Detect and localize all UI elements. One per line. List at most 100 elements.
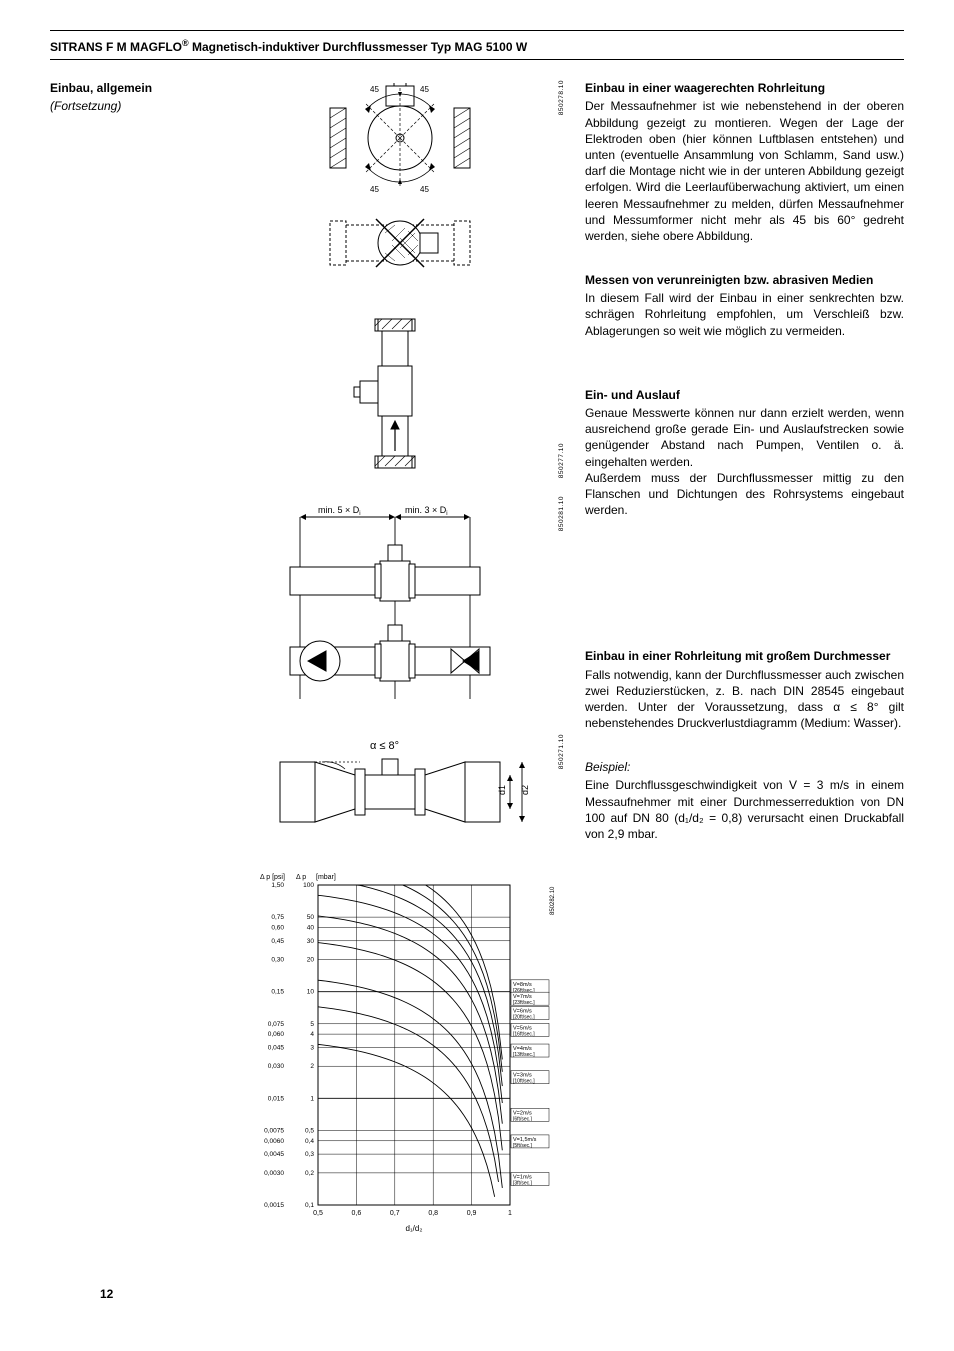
diagram-code: 850277.10 <box>558 443 567 478</box>
svg-text:0,2: 0,2 <box>305 1170 314 1177</box>
svg-text:[16ft/sec.]: [16ft/sec.] <box>513 1031 535 1037</box>
svg-text:[6ft/sec.]: [6ft/sec.] <box>513 1116 533 1122</box>
svg-text:[5ft/sec.]: [5ft/sec.] <box>513 1143 533 1149</box>
svg-text:1: 1 <box>310 1095 314 1102</box>
svg-text:Δ p [psi]: Δ p [psi] <box>260 874 285 881</box>
svg-text:1,50: 1,50 <box>271 882 284 889</box>
diagram-code: 850281.10 <box>558 496 567 531</box>
rule-bottom <box>50 59 904 60</box>
block-heading: Messen von verunreinigten bzw. abrasiven… <box>585 272 904 288</box>
d2-label: d2 <box>520 785 530 795</box>
left-column: Einbau, allgemein (Fortsetzung) <box>50 80 215 1242</box>
diagram-vertical-install: 850277.10 <box>235 308 565 478</box>
svg-text:0,7: 0,7 <box>390 1210 400 1217</box>
svg-text:0,4: 0,4 <box>305 1137 314 1144</box>
svg-text:[10ft/sec.]: [10ft/sec.] <box>513 1078 535 1084</box>
svg-text:0,3: 0,3 <box>305 1151 314 1158</box>
svg-text:2: 2 <box>310 1063 314 1070</box>
svg-text:0,15: 0,15 <box>271 988 284 995</box>
svg-text:Δ p: Δ p <box>296 874 306 881</box>
rule-top <box>50 30 904 31</box>
text-column: Einbau in einer waagerechten Rohrleitung… <box>585 80 904 1242</box>
diagram-inlet-outlet: 850281.10 min. 5 × Di min. 3 × Di <box>235 496 565 716</box>
svg-text:100: 100 <box>303 882 314 889</box>
svg-text:45: 45 <box>370 85 379 94</box>
block-heading: Einbau in einer waagerechten Rohrleitung <box>585 80 904 96</box>
block-heading: Ein- und Auslauf <box>585 387 904 403</box>
svg-text:10: 10 <box>307 988 315 995</box>
page-number: 12 <box>100 1286 113 1302</box>
header-title: SITRANS F M MAGFLO® Magnetisch-induktive… <box>50 35 904 59</box>
svg-text:5: 5 <box>310 1020 314 1027</box>
svg-text:0,060: 0,060 <box>268 1031 285 1038</box>
svg-text:min. 3 × Di: min. 3 × Di <box>405 505 448 517</box>
block-abrasive: Messen von verunreinigten bzw. abrasiven… <box>585 272 904 339</box>
registered-mark: ® <box>182 38 189 48</box>
svg-text:0,0015: 0,0015 <box>264 1202 284 1209</box>
svg-text:0,045: 0,045 <box>268 1044 285 1051</box>
svg-text:0,0030: 0,0030 <box>264 1170 284 1177</box>
section-heading: Einbau, allgemein <box>50 80 215 96</box>
svg-text:40: 40 <box>307 924 315 931</box>
svg-text:[23ft/sec.]: [23ft/sec.] <box>513 1000 535 1006</box>
inlet-label: min. 5 × D <box>318 505 360 515</box>
section-subheading: (Fortsetzung) <box>50 98 215 114</box>
svg-text:d₁/d₂: d₁/d₂ <box>406 1224 423 1233</box>
svg-text:0,60: 0,60 <box>271 924 284 931</box>
block-paragraph: Eine Durchflussgeschwindigkeit von V = 3… <box>585 777 904 842</box>
diagram-reducer: 850271.10 α ≤ 8° <box>235 734 565 844</box>
angle-label: 45 <box>420 85 429 94</box>
block-example: Beispiel: Eine Durchflussgeschwindigkeit… <box>585 759 904 842</box>
block-large-dia: Einbau in einer Rohrleitung mit großem D… <box>585 648 904 731</box>
block-paragraph: In diesem Fall wird der Einbau in einer … <box>585 290 904 339</box>
block-paragraph: Außerdem muss der Durchflussmesser mitti… <box>585 470 904 519</box>
svg-text:0,015: 0,015 <box>268 1095 285 1102</box>
block-paragraph: Falls notwendig, kann der Durchflussmess… <box>585 667 904 732</box>
block-paragraph: Genaue Messwerte können nur dann erzielt… <box>585 405 904 470</box>
svg-text:45: 45 <box>370 185 379 194</box>
diagram-code: 850278.10 <box>558 80 567 115</box>
alpha-label: α ≤ 8° <box>370 740 399 752</box>
svg-text:0,0060: 0,0060 <box>264 1137 284 1144</box>
diagram-code: 850271.10 <box>558 734 567 769</box>
svg-text:0,8: 0,8 <box>428 1210 438 1217</box>
svg-text:30: 30 <box>307 937 315 944</box>
svg-text:20: 20 <box>307 956 315 963</box>
svg-text:3: 3 <box>310 1044 314 1051</box>
svg-text:0,45: 0,45 <box>271 937 284 944</box>
svg-text:min. 5 × Di: min. 5 × Di <box>318 505 361 517</box>
svg-text:50: 50 <box>307 914 315 921</box>
svg-text:0,5: 0,5 <box>305 1127 314 1134</box>
d1-label: d1 <box>497 785 507 795</box>
svg-text:1: 1 <box>508 1210 512 1217</box>
svg-text:4: 4 <box>310 1031 314 1038</box>
svg-text:0,9: 0,9 <box>467 1210 477 1217</box>
page-header: SITRANS F M MAGFLO® Magnetisch-induktive… <box>50 30 904 60</box>
block-inlet-outlet: Ein- und Auslauf Genaue Messwerte können… <box>585 387 904 519</box>
block-paragraph: Der Messaufnehmer ist wie nebenstehend i… <box>585 98 904 244</box>
block-heading: Einbau in einer Rohrleitung mit großem D… <box>585 648 904 664</box>
svg-text:0,75: 0,75 <box>271 914 284 921</box>
outlet-label: min. 3 × D <box>405 505 447 515</box>
svg-text:[3ft/sec.]: [3ft/sec.] <box>513 1180 533 1186</box>
svg-text:[13ft/sec.]: [13ft/sec.] <box>513 1052 535 1058</box>
svg-text:0,1: 0,1 <box>305 1202 314 1209</box>
diagram-column: 850278.10 <box>235 80 565 1242</box>
svg-text:0,0075: 0,0075 <box>264 1127 284 1134</box>
svg-text:0,30: 0,30 <box>271 956 284 963</box>
svg-text:0,6: 0,6 <box>352 1210 362 1217</box>
svg-text:[20ft/sec.]: [20ft/sec.] <box>513 1014 535 1020</box>
svg-text:850282.10: 850282.10 <box>550 886 556 915</box>
diagram-horizontal-install: 850278.10 <box>235 80 565 290</box>
svg-text:45: 45 <box>420 185 429 194</box>
svg-text:0,5: 0,5 <box>313 1210 323 1217</box>
block-horizontal: Einbau in einer waagerechten Rohrleitung… <box>585 80 904 244</box>
pressure-loss-chart: 0,5 0,6 0,7 0,8 0,9 1 0,1 0,2 0,3 0,4 0,5 1 2 3 4 5 10 20… <box>235 862 565 1242</box>
svg-text:[mbar]: [mbar] <box>316 874 336 881</box>
svg-text:0,075: 0,075 <box>268 1020 285 1027</box>
header-title-pre: SITRANS F M MAGFLO <box>50 40 182 54</box>
svg-text:0,030: 0,030 <box>268 1063 285 1070</box>
svg-text:0,0045: 0,0045 <box>264 1151 284 1158</box>
example-label: Beispiel: <box>585 759 904 775</box>
header-title-post: Magnetisch-induktiver Durchflussmesser T… <box>189 40 528 54</box>
